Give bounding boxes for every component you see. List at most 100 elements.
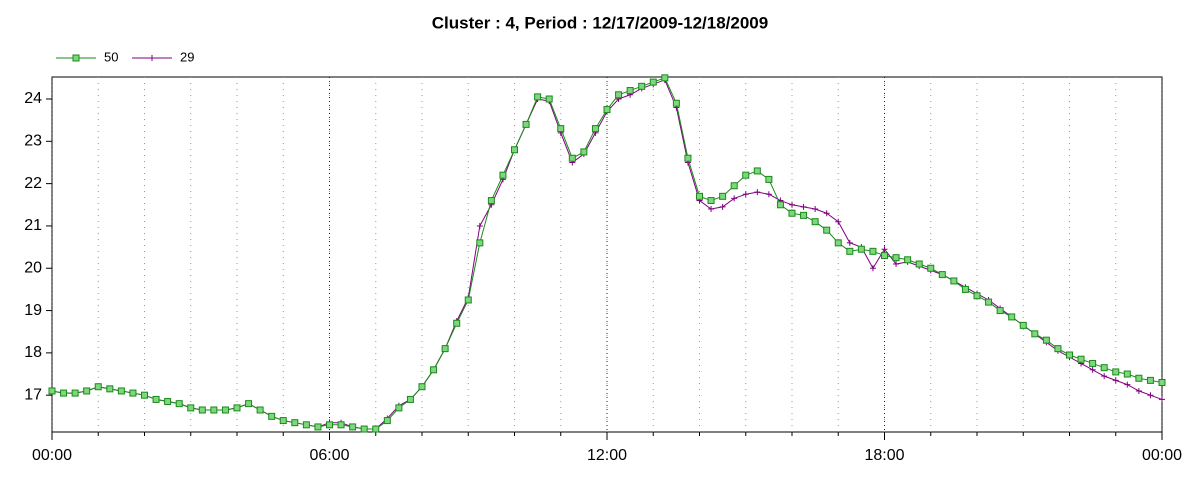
data-point (754, 189, 761, 196)
data-point (441, 345, 449, 353)
data-point (1112, 377, 1119, 384)
data-point (464, 296, 472, 304)
plot-frame (51, 76, 1163, 433)
data-point (823, 226, 831, 234)
y-tick-label: 18 (24, 344, 42, 361)
data-point (1008, 313, 1016, 321)
data-point (1077, 355, 1085, 363)
data-point (707, 197, 715, 205)
data-point (499, 171, 507, 179)
data-point (812, 206, 819, 213)
legend-marker (149, 55, 155, 61)
y-tick-label: 17 (24, 386, 42, 403)
data-point (719, 192, 727, 200)
data-point (245, 400, 253, 408)
data-point (708, 206, 715, 213)
data-point (661, 74, 669, 82)
data-point (892, 254, 900, 262)
data-point (418, 383, 426, 391)
y-tick-label: 20 (24, 259, 42, 276)
data-point (268, 412, 276, 420)
data-point (545, 95, 553, 103)
data-point (279, 417, 287, 425)
data-point (221, 406, 229, 414)
data-point (800, 211, 808, 219)
data-point (430, 366, 438, 374)
data-point (383, 417, 391, 425)
data-point (788, 209, 796, 217)
data-point (129, 389, 137, 397)
data-point (684, 154, 692, 162)
data-point (638, 82, 646, 90)
data-point (731, 195, 738, 202)
data-point (869, 265, 876, 272)
x-tick-label: 18:00 (864, 447, 904, 464)
data-point (233, 404, 241, 412)
data-point (349, 423, 357, 431)
data-point (789, 201, 795, 208)
data-point (522, 120, 530, 128)
legend-item: 29 (132, 49, 194, 64)
data-point (811, 218, 819, 226)
data-point (1112, 368, 1120, 376)
data-point (1123, 370, 1131, 378)
data-point (48, 387, 56, 395)
data-point (938, 271, 946, 279)
data-point (835, 218, 842, 225)
data-point (568, 154, 576, 162)
data-point (94, 383, 102, 391)
data-point (360, 425, 368, 433)
data-point (904, 256, 912, 264)
y-tick-label: 22 (24, 175, 42, 192)
data-point (476, 239, 484, 247)
data-point (117, 387, 125, 395)
data-point (256, 406, 264, 414)
chart-title: Cluster : 4, Period : 12/17/2009-12/18/2… (432, 13, 768, 32)
x-tick-label: 00:00 (32, 447, 72, 464)
data-point (175, 400, 183, 408)
data-point (1100, 364, 1108, 372)
data-point (326, 421, 333, 429)
data-point (719, 203, 726, 210)
x-tick-label: 00:00 (1142, 447, 1182, 464)
data-point (164, 398, 172, 406)
data-point (1042, 336, 1050, 344)
data-point (742, 191, 749, 198)
data-point (580, 148, 588, 156)
data-point (1101, 373, 1108, 380)
data-point (198, 406, 206, 414)
data-point (406, 395, 414, 403)
data-point (1066, 351, 1073, 359)
data-point (742, 171, 750, 179)
data-point (626, 87, 634, 95)
data-point (823, 210, 830, 217)
y-tick-label: 21 (24, 217, 42, 234)
data-point (302, 421, 310, 429)
data-point (487, 197, 495, 205)
data-point (615, 91, 623, 99)
data-point (893, 261, 900, 268)
data-point (591, 125, 599, 133)
data-point (511, 146, 518, 154)
data-point (985, 298, 993, 306)
data-point (1158, 378, 1166, 386)
data-point (60, 389, 68, 397)
data-point (776, 201, 784, 209)
data-point (915, 260, 923, 268)
data-point (314, 423, 322, 431)
data-point (1019, 321, 1027, 329)
data-point (71, 389, 79, 397)
data-point (765, 191, 772, 198)
data-point (996, 307, 1004, 315)
data-point (557, 125, 565, 133)
data-point (1159, 396, 1165, 403)
y-tick-label: 24 (24, 90, 42, 107)
data-point (453, 319, 461, 327)
data-point (1054, 345, 1062, 353)
data-point (1124, 381, 1131, 388)
y-tick-label: 23 (24, 133, 42, 150)
data-point (395, 404, 403, 412)
legend-item: 50 (56, 49, 118, 64)
data-point (696, 192, 703, 200)
